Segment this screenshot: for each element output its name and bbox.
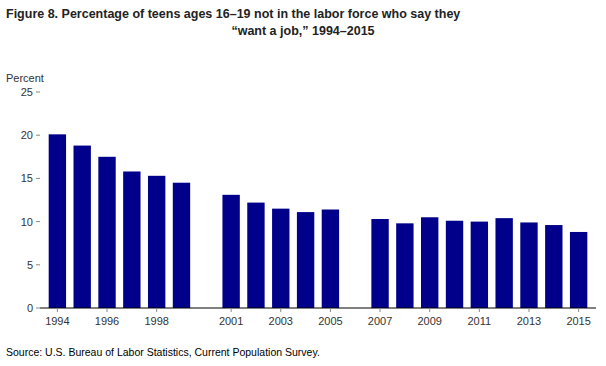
x-tick-label: 2009: [417, 315, 441, 327]
x-tick-label: 2001: [219, 315, 243, 327]
x-tick: [578, 308, 579, 312]
bar: [396, 223, 413, 308]
x-tick: [380, 308, 381, 312]
x-tick-label: 2013: [517, 315, 541, 327]
x-tick: [280, 308, 281, 312]
bar: [471, 222, 488, 308]
y-tick-label: 5: [27, 259, 33, 271]
x-tick: [330, 308, 331, 312]
y-tick-label: 0: [27, 302, 33, 314]
bar: [446, 221, 463, 308]
y-tick: [36, 221, 40, 222]
x-tick: [479, 308, 480, 312]
y-tick-label: 20: [21, 129, 33, 141]
bar: [570, 232, 587, 308]
bar: [123, 171, 140, 308]
x-tick: [107, 308, 108, 312]
x-tick-label: 1996: [95, 315, 119, 327]
bar: [247, 203, 264, 308]
source: Source: U.S. Bureau of Labor Statistics,…: [6, 346, 320, 358]
x-tick-label: 1994: [45, 315, 69, 327]
bar: [222, 195, 239, 308]
y-tick: [36, 264, 40, 265]
bar: [173, 183, 190, 308]
x-tick-label: 2007: [368, 315, 392, 327]
bar: [520, 222, 537, 308]
y-tick: [36, 178, 40, 179]
x-tick: [528, 308, 529, 312]
bar: [371, 219, 388, 308]
x-tick: [57, 308, 58, 312]
x-tick-label: 2005: [318, 315, 342, 327]
bar: [98, 157, 115, 308]
y-tick-label: 15: [21, 172, 33, 184]
x-axis-line: [40, 308, 596, 309]
bar: [545, 225, 562, 308]
x-tick-label: 2011: [468, 315, 492, 327]
bar: [49, 134, 66, 308]
x-tick: [231, 308, 232, 312]
bar: [148, 176, 165, 308]
bar: [322, 210, 339, 308]
y-tick: [36, 92, 40, 93]
y-tick-label: 25: [21, 86, 33, 98]
bar: [421, 217, 438, 308]
y-axis-label: Percent: [6, 72, 44, 84]
x-tick: [429, 308, 430, 312]
y-tick: [36, 135, 40, 136]
x-tick-label: 2003: [269, 315, 293, 327]
x-tick-label: 1998: [144, 315, 168, 327]
bar: [297, 212, 314, 308]
bar: [74, 146, 91, 308]
x-tick-label: 2015: [566, 315, 590, 327]
x-tick: [156, 308, 157, 312]
title: “want a job,” 1994–2015: [231, 24, 374, 38]
bar: [495, 218, 512, 308]
title: Figure 8. Percentage of teens ages 16–19…: [6, 7, 460, 21]
chart: Figure 8. Percentage of teens ages 16–19…: [0, 0, 606, 366]
y-tick-label: 10: [21, 216, 33, 228]
bar: [272, 209, 289, 308]
y-tick: [36, 308, 40, 309]
